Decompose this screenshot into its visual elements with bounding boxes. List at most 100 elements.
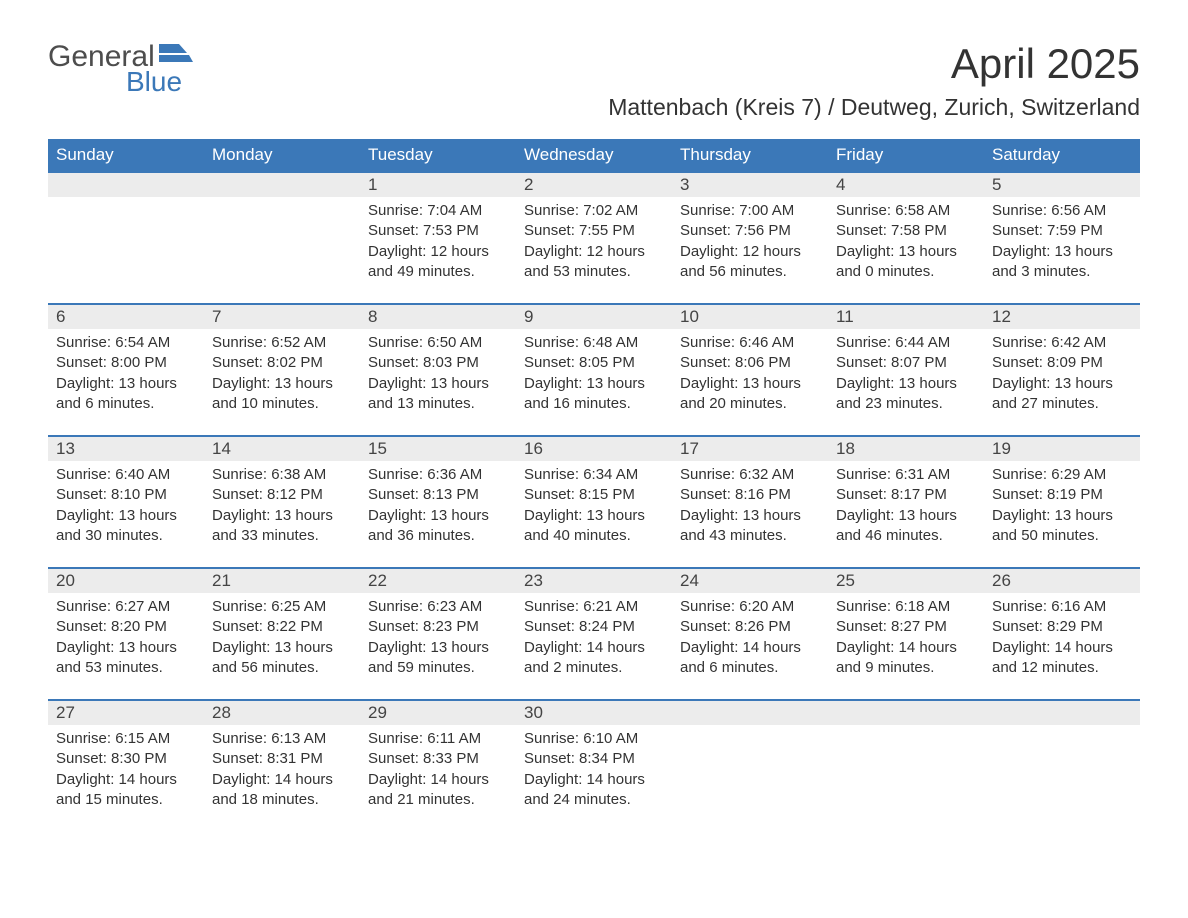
day-number: 15 [360,437,516,461]
day-body: Sunrise: 6:48 AMSunset: 8:05 PMDaylight:… [516,329,672,420]
calendar-cell: 28Sunrise: 6:13 AMSunset: 8:31 PMDayligh… [204,700,360,832]
day-body: Sunrise: 6:16 AMSunset: 8:29 PMDaylight:… [984,593,1140,684]
sunset-line: Sunset: 8:06 PM [680,353,820,373]
sunset-line: Sunset: 8:31 PM [212,749,352,769]
day-body: Sunrise: 6:31 AMSunset: 8:17 PMDaylight:… [828,461,984,552]
sunrise-line: Sunrise: 6:13 AM [212,729,352,749]
sunrise-line: Sunrise: 6:20 AM [680,597,820,617]
daylight-line: Daylight: 13 hours and 6 minutes. [56,374,196,415]
calendar-cell: 3Sunrise: 7:00 AMSunset: 7:56 PMDaylight… [672,172,828,304]
day-number: 16 [516,437,672,461]
day-body: Sunrise: 6:21 AMSunset: 8:24 PMDaylight:… [516,593,672,684]
day-number: 4 [828,173,984,197]
sunrise-line: Sunrise: 6:40 AM [56,465,196,485]
sunrise-line: Sunrise: 7:04 AM [368,201,508,221]
day-body: Sunrise: 6:54 AMSunset: 8:00 PMDaylight:… [48,329,204,420]
day-body: Sunrise: 6:10 AMSunset: 8:34 PMDaylight:… [516,725,672,816]
daylight-line: Daylight: 12 hours and 56 minutes. [680,242,820,283]
day-number [48,173,204,197]
day-body: Sunrise: 6:27 AMSunset: 8:20 PMDaylight:… [48,593,204,684]
sunset-line: Sunset: 8:05 PM [524,353,664,373]
day-number: 20 [48,569,204,593]
daylight-line: Daylight: 13 hours and 13 minutes. [368,374,508,415]
day-number: 10 [672,305,828,329]
sunset-line: Sunset: 8:34 PM [524,749,664,769]
sunset-line: Sunset: 8:17 PM [836,485,976,505]
day-body: Sunrise: 6:32 AMSunset: 8:16 PMDaylight:… [672,461,828,552]
sunrise-line: Sunrise: 6:25 AM [212,597,352,617]
daylight-line: Daylight: 13 hours and 16 minutes. [524,374,664,415]
calendar-cell: 11Sunrise: 6:44 AMSunset: 8:07 PMDayligh… [828,304,984,436]
calendar-cell: 2Sunrise: 7:02 AMSunset: 7:55 PMDaylight… [516,172,672,304]
weekday-header: Monday [204,139,360,172]
day-body: Sunrise: 6:15 AMSunset: 8:30 PMDaylight:… [48,725,204,816]
sunrise-line: Sunrise: 6:10 AM [524,729,664,749]
calendar-cell: 16Sunrise: 6:34 AMSunset: 8:15 PMDayligh… [516,436,672,568]
calendar-cell: 20Sunrise: 6:27 AMSunset: 8:20 PMDayligh… [48,568,204,700]
sunrise-line: Sunrise: 6:31 AM [836,465,976,485]
weekday-header: Tuesday [360,139,516,172]
sunrise-line: Sunrise: 6:16 AM [992,597,1132,617]
day-body: Sunrise: 6:34 AMSunset: 8:15 PMDaylight:… [516,461,672,552]
daylight-line: Daylight: 14 hours and 9 minutes. [836,638,976,679]
sunset-line: Sunset: 8:33 PM [368,749,508,769]
calendar-cell: 27Sunrise: 6:15 AMSunset: 8:30 PMDayligh… [48,700,204,832]
calendar-cell: 9Sunrise: 6:48 AMSunset: 8:05 PMDaylight… [516,304,672,436]
sunset-line: Sunset: 7:59 PM [992,221,1132,241]
calendar-cell: 5Sunrise: 6:56 AMSunset: 7:59 PMDaylight… [984,172,1140,304]
day-body: Sunrise: 7:00 AMSunset: 7:56 PMDaylight:… [672,197,828,288]
daylight-line: Daylight: 13 hours and 53 minutes. [56,638,196,679]
day-body: Sunrise: 6:18 AMSunset: 8:27 PMDaylight:… [828,593,984,684]
day-body: Sunrise: 6:46 AMSunset: 8:06 PMDaylight:… [672,329,828,420]
calendar-cell [48,172,204,304]
day-body: Sunrise: 6:58 AMSunset: 7:58 PMDaylight:… [828,197,984,288]
daylight-line: Daylight: 13 hours and 33 minutes. [212,506,352,547]
day-body: Sunrise: 6:25 AMSunset: 8:22 PMDaylight:… [204,593,360,684]
sunset-line: Sunset: 8:00 PM [56,353,196,373]
day-number [828,701,984,725]
sunrise-line: Sunrise: 6:56 AM [992,201,1132,221]
day-number: 8 [360,305,516,329]
sunset-line: Sunset: 8:13 PM [368,485,508,505]
day-number: 17 [672,437,828,461]
calendar-cell: 30Sunrise: 6:10 AMSunset: 8:34 PMDayligh… [516,700,672,832]
sunset-line: Sunset: 8:09 PM [992,353,1132,373]
daylight-line: Daylight: 12 hours and 53 minutes. [524,242,664,283]
day-number: 5 [984,173,1140,197]
month-title: April 2025 [608,40,1140,88]
brand-logo: General Blue [48,40,193,98]
sunset-line: Sunset: 8:23 PM [368,617,508,637]
sunset-line: Sunset: 7:56 PM [680,221,820,241]
day-number: 6 [48,305,204,329]
sunrise-line: Sunrise: 6:44 AM [836,333,976,353]
day-body: Sunrise: 6:42 AMSunset: 8:09 PMDaylight:… [984,329,1140,420]
day-number: 29 [360,701,516,725]
sunrise-line: Sunrise: 6:27 AM [56,597,196,617]
day-number: 1 [360,173,516,197]
day-number: 23 [516,569,672,593]
calendar-cell: 10Sunrise: 6:46 AMSunset: 8:06 PMDayligh… [672,304,828,436]
calendar-cell: 26Sunrise: 6:16 AMSunset: 8:29 PMDayligh… [984,568,1140,700]
daylight-line: Daylight: 13 hours and 40 minutes. [524,506,664,547]
daylight-line: Daylight: 14 hours and 2 minutes. [524,638,664,679]
sunset-line: Sunset: 8:07 PM [836,353,976,373]
daylight-line: Daylight: 13 hours and 27 minutes. [992,374,1132,415]
sunrise-line: Sunrise: 6:32 AM [680,465,820,485]
day-body: Sunrise: 6:11 AMSunset: 8:33 PMDaylight:… [360,725,516,816]
day-body: Sunrise: 6:40 AMSunset: 8:10 PMDaylight:… [48,461,204,552]
sunrise-line: Sunrise: 6:58 AM [836,201,976,221]
sunset-line: Sunset: 8:16 PM [680,485,820,505]
day-body: Sunrise: 6:52 AMSunset: 8:02 PMDaylight:… [204,329,360,420]
weekday-header: Saturday [984,139,1140,172]
day-number: 18 [828,437,984,461]
sunset-line: Sunset: 8:03 PM [368,353,508,373]
day-number: 26 [984,569,1140,593]
sunset-line: Sunset: 8:24 PM [524,617,664,637]
calendar-cell: 4Sunrise: 6:58 AMSunset: 7:58 PMDaylight… [828,172,984,304]
daylight-line: Daylight: 13 hours and 59 minutes. [368,638,508,679]
daylight-line: Daylight: 14 hours and 21 minutes. [368,770,508,811]
calendar-cell: 13Sunrise: 6:40 AMSunset: 8:10 PMDayligh… [48,436,204,568]
sunset-line: Sunset: 8:10 PM [56,485,196,505]
weekday-header-row: SundayMondayTuesdayWednesdayThursdayFrid… [48,139,1140,172]
daylight-line: Daylight: 13 hours and 0 minutes. [836,242,976,283]
